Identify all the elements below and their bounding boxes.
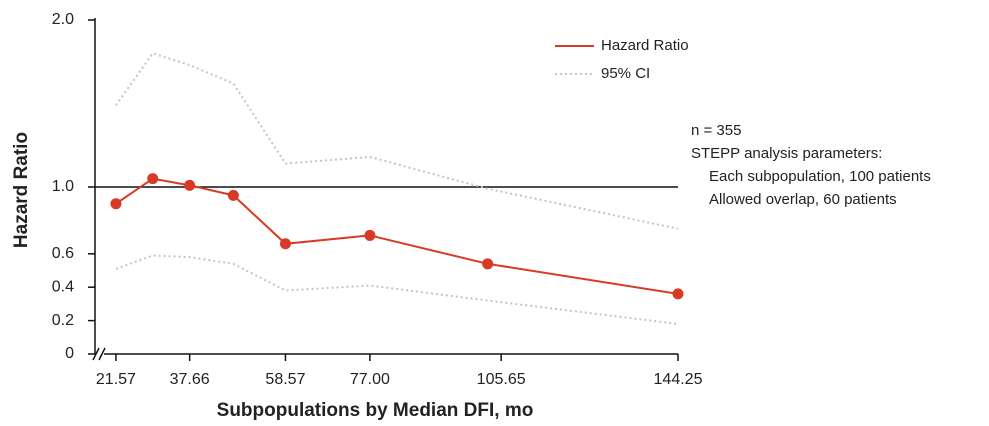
legend-label: 95% CI [601,65,650,82]
annotation: Allowed overlap, 60 patients [709,191,897,208]
legend-label: Hazard Ratio [601,37,689,54]
y-tick-label: 0.4 [52,278,74,295]
y-tick-label: 0 [65,345,74,362]
y-tick-label: 0.2 [52,312,74,329]
x-axis-title: Subpopulations by Median DFI, mo [217,400,534,421]
x-tick-label: 77.00 [350,371,390,388]
data-point [364,229,376,241]
y-tick-label: 1.0 [52,178,74,195]
x-tick-label: 144.25 [654,371,703,388]
x-tick-label: 58.57 [265,371,305,388]
y-tick-label: 2.0 [52,11,74,28]
data-point [147,173,159,185]
axis-break [92,347,106,361]
x-tick-label: 37.66 [170,371,210,388]
data-point [184,179,196,191]
y-axis-title: Hazard Ratio [11,132,32,248]
x-tick-label: 21.57 [96,371,136,388]
data-point [279,238,291,250]
data-point [482,258,494,270]
ci-upper-line [115,52,679,230]
data-point [672,288,684,300]
ci-lower-line [115,254,679,325]
data-point [227,189,239,201]
x-tick-label: 105.65 [477,371,526,388]
series-line [115,177,679,295]
annotation: n = 355 [691,122,741,139]
data-point [110,198,122,210]
y-tick-label: 0.6 [52,245,74,262]
annotation: STEPP analysis parameters: [691,145,882,162]
annotation: Each subpopulation, 100 patients [709,168,931,185]
